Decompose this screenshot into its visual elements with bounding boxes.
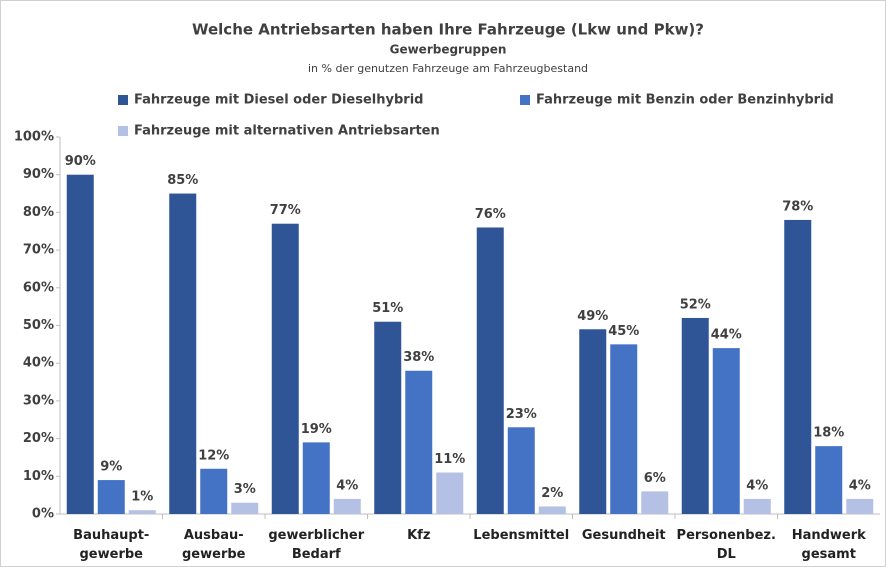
bar — [743, 498, 771, 514]
data-label: 44% — [711, 328, 742, 343]
legend-swatch — [118, 126, 128, 136]
legend-swatch — [118, 95, 128, 105]
bar — [681, 317, 709, 514]
chart-title: Welche Antriebsarten haben Ihre Fahrzeug… — [192, 21, 704, 39]
bar — [374, 321, 402, 514]
data-label: 85% — [167, 173, 198, 188]
bar — [579, 329, 607, 514]
chart-note: in % der genutzen Fahrzeuge am Fahrzeugb… — [308, 62, 588, 75]
bar — [66, 174, 94, 514]
data-label: 4% — [746, 478, 768, 493]
data-label: 11% — [434, 452, 465, 467]
data-label: 77% — [270, 203, 301, 218]
data-label: 18% — [813, 426, 844, 441]
x-tick-label: Bauhaupt- gewerbe — [73, 528, 150, 562]
bar — [538, 506, 566, 514]
bar — [436, 472, 464, 514]
bar — [97, 480, 125, 514]
data-label: 78% — [782, 199, 813, 214]
data-label: 1% — [131, 490, 153, 505]
data-label: 4% — [336, 478, 358, 493]
bar — [231, 502, 259, 514]
bar — [712, 348, 740, 514]
data-label: 3% — [234, 482, 256, 497]
legend-label: Fahrzeuge mit Benzin oder Benzinhybrid — [536, 93, 834, 108]
x-tick-label: Personenbez. DL — [676, 528, 776, 562]
y-tick-label: 60% — [23, 280, 54, 295]
data-label: 2% — [541, 486, 563, 501]
data-label: 49% — [577, 309, 608, 324]
y-tick-label: 80% — [23, 205, 54, 220]
x-tick-label: Kfz — [407, 528, 431, 543]
x-tick-label: Lebensmittel — [473, 528, 570, 543]
legend-label: Fahrzeuge mit alternativen Antriebsarten — [134, 124, 440, 139]
bar — [610, 344, 638, 514]
data-label: 23% — [506, 407, 537, 422]
bar — [784, 219, 812, 514]
bar — [302, 442, 330, 514]
y-tick-label: 40% — [23, 356, 54, 371]
data-label: 12% — [198, 448, 229, 463]
data-label: 6% — [644, 471, 666, 486]
x-tick-label: Handwerk gesamt — [791, 528, 866, 562]
y-tick-label: 100% — [14, 130, 54, 145]
data-label: 90% — [65, 154, 96, 169]
data-label: 76% — [475, 207, 506, 222]
y-tick-label: 30% — [23, 393, 54, 408]
bar — [271, 223, 299, 514]
x-tick-label: gewerblicher Bedarf — [268, 528, 365, 562]
bar — [333, 498, 361, 514]
bar — [200, 468, 228, 514]
chart-subtitle: Gewerbegruppen — [390, 43, 507, 57]
data-label: 51% — [372, 301, 403, 316]
legend-swatch — [520, 95, 530, 105]
data-label: 52% — [680, 297, 711, 312]
y-tick-label: 0% — [32, 507, 54, 522]
y-tick-label: 90% — [23, 167, 54, 182]
bar — [846, 498, 874, 514]
bar — [507, 427, 535, 514]
x-tick-label: Gesundheit — [581, 528, 666, 543]
data-label: 45% — [608, 324, 639, 339]
y-tick-label: 70% — [23, 243, 54, 258]
bar — [815, 446, 843, 514]
bar — [128, 510, 156, 514]
x-tick-label: Ausbau- gewerbe — [182, 528, 246, 562]
data-label: 9% — [100, 460, 122, 475]
data-label: 19% — [301, 422, 332, 437]
bar — [641, 491, 669, 514]
y-tick-label: 20% — [23, 431, 54, 446]
data-label: 38% — [403, 350, 434, 365]
data-label: 4% — [849, 478, 871, 493]
bar — [169, 193, 197, 515]
legend-label: Fahrzeuge mit Diesel oder Dieselhybrid — [134, 93, 423, 108]
y-tick-label: 50% — [23, 318, 54, 333]
bar — [476, 227, 504, 515]
bar — [405, 370, 433, 514]
y-tick-label: 10% — [23, 469, 54, 484]
